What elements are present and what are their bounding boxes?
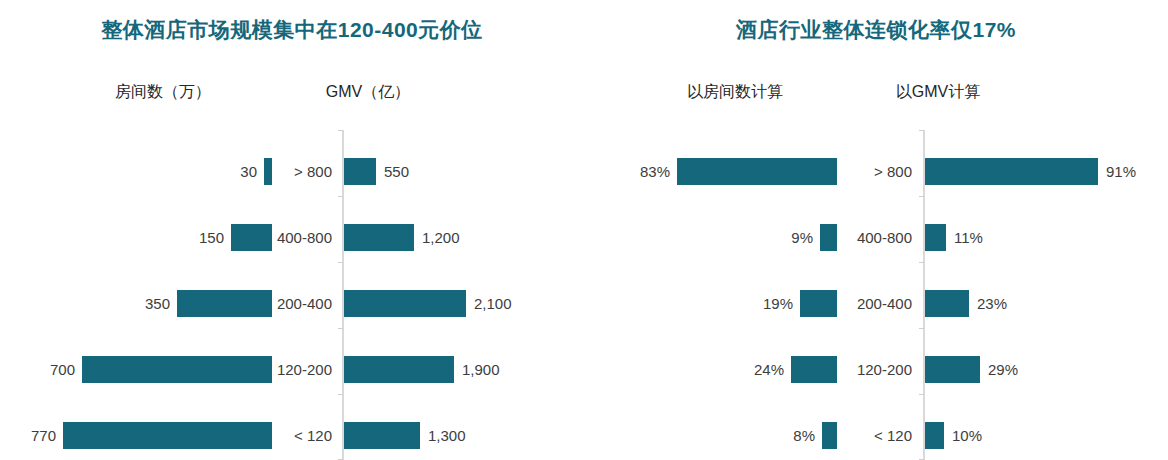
category-label: < 120 [874, 422, 912, 449]
value-label-right: 29% [988, 356, 1018, 383]
bar-房间数（万）-> 800 [264, 158, 272, 185]
value-label-right: 11% [954, 224, 983, 251]
value-label-left: 83% [640, 158, 670, 185]
bar-GMV（亿）-200-400 [344, 290, 466, 317]
bar-以GMV计算-< 120 [925, 422, 944, 449]
header-gmv: GMV（亿） [326, 82, 410, 103]
bar-以GMV计算-> 800 [925, 158, 1098, 185]
bar-以GMV计算-400-800 [925, 224, 946, 251]
axis-tick-mark [919, 262, 924, 263]
axis-tick-mark [338, 262, 343, 263]
value-label-left: 30 [240, 158, 257, 185]
bar-以GMV计算-200-400 [925, 290, 969, 317]
chart-chain-rate: 83% > 800 91% 9% 400-800 11% 19% 200-400 23% 24% 1… [584, 130, 1168, 460]
category-label: 400-800 [277, 224, 332, 251]
axis-tick-mark [338, 328, 343, 329]
value-label-left: 8% [793, 422, 815, 449]
hotel-market-charts: 整体酒店市场规模集中在120-400元价位 房间数（万） GMV（亿） 30 > … [0, 0, 1168, 460]
bar-房间数（万）-120-200 [82, 356, 272, 383]
bar-以GMV计算-120-200 [925, 356, 980, 383]
value-label-right: 2,100 [474, 290, 512, 317]
axis-tick-mark [338, 196, 343, 197]
bar-GMV（亿）-> 800 [344, 158, 376, 185]
category-label: < 120 [294, 422, 332, 449]
axis-tick-mark [919, 394, 924, 395]
value-label-right: 10% [952, 422, 982, 449]
value-label-left: 9% [791, 224, 813, 251]
bar-以房间数计算-< 120 [822, 422, 837, 449]
category-label: > 800 [294, 158, 332, 185]
header-by-gmv: 以GMV计算 [896, 82, 980, 103]
bar-房间数（万）-400-800 [231, 224, 272, 251]
category-label: 200-400 [277, 290, 332, 317]
value-label-right: 1,900 [462, 356, 500, 383]
category-label: 120-200 [277, 356, 332, 383]
panel-market-size-title: 整体酒店市场规模集中在120-400元价位 [0, 16, 584, 44]
panel-chain-rate-title: 酒店行业整体连锁化率仅17% [584, 16, 1168, 44]
value-label-left: 700 [50, 356, 75, 383]
value-label-right: 550 [384, 158, 409, 185]
axis-tick-mark [338, 394, 343, 395]
bar-以房间数计算-> 800 [677, 158, 837, 185]
bar-以房间数计算-200-400 [800, 290, 837, 317]
axis-tick-mark [919, 196, 924, 197]
bar-以房间数计算-400-800 [820, 224, 837, 251]
bar-房间数（万）-200-400 [177, 290, 272, 317]
category-label: 400-800 [857, 224, 912, 251]
bar-房间数（万）-< 120 [63, 422, 272, 449]
value-label-left: 19% [763, 290, 793, 317]
axis-tick-mark [919, 130, 924, 131]
category-label: 200-400 [857, 290, 912, 317]
value-label-left: 350 [145, 290, 170, 317]
axis-tick-mark [338, 130, 343, 131]
panel-chain-rate: 酒店行业整体连锁化率仅17% 以房间数计算 以GMV计算 83% > 800 91%… [584, 0, 1168, 460]
value-label-left: 770 [31, 422, 56, 449]
bar-GMV（亿）-< 120 [344, 422, 420, 449]
bar-以房间数计算-120-200 [791, 356, 837, 383]
value-label-right: 23% [977, 290, 1007, 317]
category-label: > 800 [874, 158, 912, 185]
value-label-right: 1,300 [428, 422, 466, 449]
bar-GMV（亿）-120-200 [344, 356, 454, 383]
value-label-right: 91% [1106, 158, 1136, 185]
value-label-left: 150 [199, 224, 224, 251]
value-label-right: 1,200 [422, 224, 460, 251]
header-by-rooms: 以房间数计算 [687, 82, 783, 103]
header-room-count: 房间数（万） [115, 82, 211, 103]
category-label: 120-200 [857, 356, 912, 383]
axis-tick-mark [919, 328, 924, 329]
bar-GMV（亿）-400-800 [344, 224, 414, 251]
chart-market-size: 30 > 800 550 150 400-800 1,200 350 200-400 2,100… [0, 130, 584, 460]
panel-market-size: 整体酒店市场规模集中在120-400元价位 房间数（万） GMV（亿） 30 > … [0, 0, 584, 460]
value-label-left: 24% [754, 356, 784, 383]
